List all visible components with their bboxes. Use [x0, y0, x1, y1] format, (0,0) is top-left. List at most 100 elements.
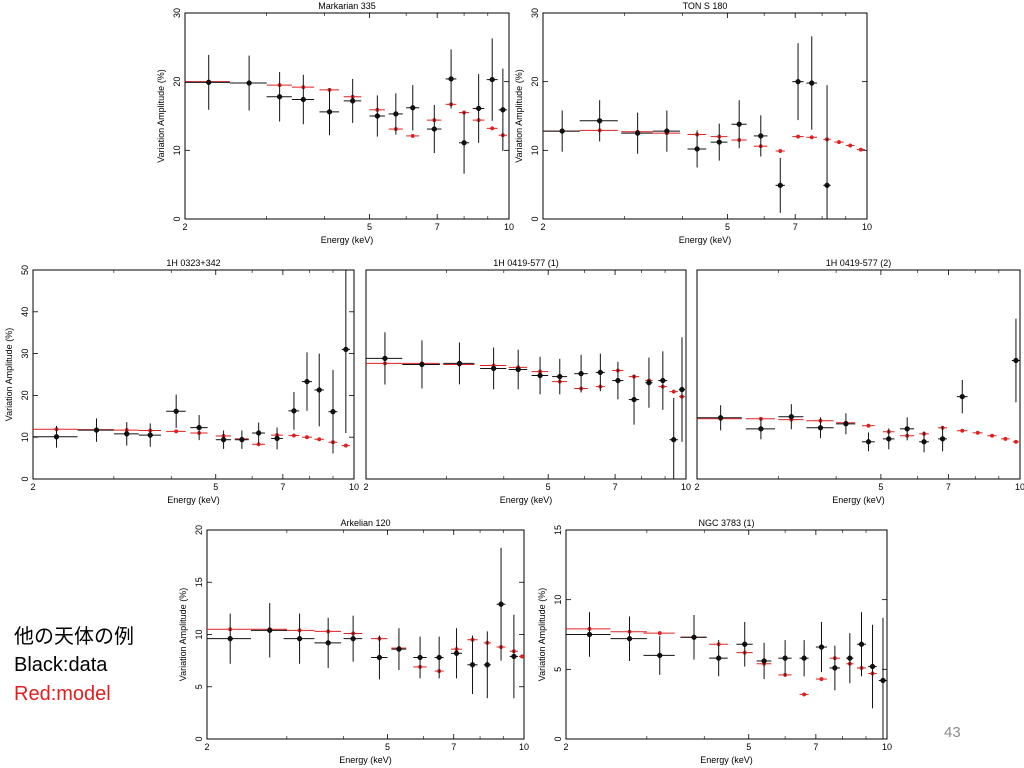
data-point	[436, 654, 442, 661]
model-point	[858, 147, 863, 152]
data-point	[500, 107, 506, 113]
plot-frame	[542, 12, 868, 220]
data-point	[904, 426, 910, 432]
y-tick-label: 30	[172, 8, 182, 18]
chart-title: TON S 180	[683, 1, 728, 11]
x-tick-label: 2	[30, 482, 35, 492]
x-tick-label: 10	[349, 482, 359, 492]
y-tick-label: 20	[530, 77, 540, 87]
model-point	[990, 433, 995, 438]
data-point	[717, 415, 724, 421]
chart-panel: TON S 180 2 5 7 10 0 10 20 30 Energy (keV) Variati…	[514, 1, 872, 245]
data-point	[330, 409, 336, 415]
data-point	[777, 182, 783, 189]
model-point	[778, 148, 783, 154]
plot-frame	[206, 529, 525, 740]
data-point	[220, 437, 227, 443]
data-point	[484, 662, 490, 668]
model-point	[836, 140, 842, 145]
model-point	[291, 433, 296, 438]
data-point	[93, 427, 100, 433]
data-point	[300, 96, 306, 103]
data-point	[597, 118, 603, 124]
data-point	[586, 631, 593, 638]
data-point	[396, 646, 402, 652]
y-tick-label: 10	[194, 629, 204, 639]
x-tick-label: 5	[213, 482, 218, 492]
x-axis-label: Energy (keV)	[500, 495, 553, 505]
data-point	[801, 655, 807, 661]
chart-panel: Arkelian 120 2 5 7 10 0 5 10 15 20 Energy (keV) Var…	[178, 518, 529, 765]
data-point	[824, 182, 830, 189]
x-axis-label: Energy (keV)	[679, 235, 732, 245]
data-point	[431, 126, 437, 132]
x-tick-label: 7	[793, 222, 798, 232]
chart-panel: Markarian 335 2 5 7 10 0 10 20 30 Energy (keV) Var…	[156, 1, 514, 245]
model-point	[490, 126, 495, 131]
data-point	[419, 361, 425, 368]
data-point	[196, 424, 202, 431]
data-point	[417, 654, 423, 661]
x-tick-label: 10	[504, 222, 514, 232]
model-point	[519, 654, 524, 659]
data-point	[758, 426, 764, 432]
y-tick-label: 30	[530, 8, 540, 18]
y-axis-label: Variation Amplitude (%)	[156, 69, 166, 162]
y-tick-label: 0	[20, 476, 30, 481]
data-point	[657, 652, 663, 659]
data-point	[206, 79, 212, 86]
data-point	[469, 662, 476, 668]
model-point	[317, 437, 322, 442]
x-tick-label: 10	[519, 742, 529, 752]
data-point	[376, 654, 383, 661]
data-point	[489, 76, 495, 83]
data-point	[660, 377, 666, 384]
x-tick-label: 2	[363, 482, 368, 492]
data-point	[350, 636, 356, 642]
data-point	[646, 380, 652, 386]
data-point	[267, 627, 273, 633]
data-point	[291, 408, 297, 414]
y-tick-label: 0	[172, 216, 182, 221]
chart-panel: 1H 0419-577 (1) 2 5 7 10 Energy (keV)	[363, 258, 691, 505]
data-point	[597, 369, 603, 376]
model-point	[410, 133, 415, 138]
data-point	[716, 139, 722, 145]
x-axis-label: Energy (keV)	[700, 755, 753, 765]
data-point	[795, 79, 801, 85]
data-point	[382, 355, 388, 362]
model-point	[343, 443, 348, 448]
data-point	[453, 650, 460, 656]
y-axis-label: Variation Amplitude (%)	[514, 69, 524, 162]
chart-panel: NGC 3783 (1) 2 5 7 10 0 5 10 15 Energy (keV) Varia…	[537, 518, 892, 765]
data-point	[350, 98, 356, 104]
chart-title: 1H 0419-577 (1)	[493, 258, 559, 268]
x-tick-label: 5	[385, 742, 390, 752]
plot-area	[366, 332, 686, 479]
model-point	[809, 135, 814, 140]
data-point	[227, 636, 233, 642]
data-point	[788, 414, 794, 420]
model-point	[975, 430, 980, 435]
x-axis-label: Energy (keV)	[832, 495, 885, 505]
data-point	[691, 634, 697, 640]
x-axis-label: Energy (keV)	[321, 235, 374, 245]
data-point	[832, 665, 838, 671]
y-tick-label: 20	[20, 390, 30, 400]
y-tick-label: 15	[553, 525, 563, 535]
x-tick-label: 10	[1015, 482, 1024, 492]
data-point	[393, 111, 399, 117]
data-point	[880, 677, 886, 684]
y-tick-label: 5	[194, 684, 204, 689]
y-axis-label: Variation Amplitude (%)	[537, 588, 547, 681]
data-point	[343, 346, 349, 353]
data-point	[124, 431, 130, 437]
chart-title: Markarian 335	[318, 1, 376, 11]
data-point	[461, 140, 467, 146]
x-tick-label: 7	[280, 482, 285, 492]
data-point	[634, 130, 641, 136]
x-tick-label: 2	[563, 742, 568, 752]
data-point	[511, 653, 517, 660]
data-point	[276, 94, 283, 100]
x-tick-label: 7	[435, 222, 440, 232]
